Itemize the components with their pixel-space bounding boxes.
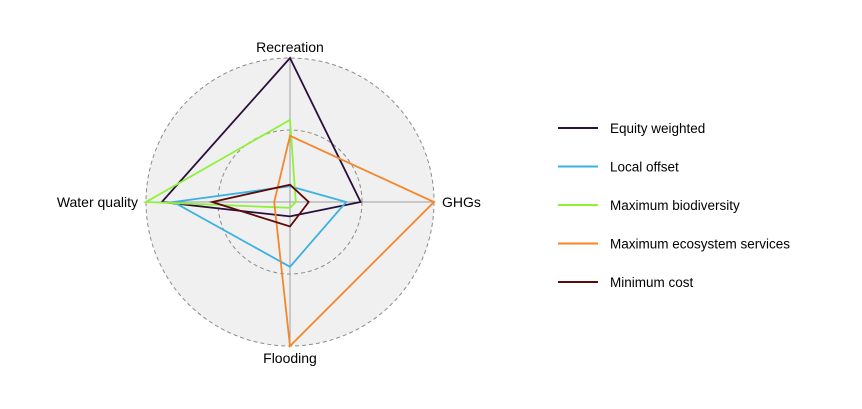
legend-label-maximum-ecosystem-services: Maximum ecosystem services	[610, 237, 790, 252]
series-equity-weighted	[159, 56, 362, 218]
radar-grid	[145, 57, 435, 347]
axis-label-flooding: Flooding	[263, 350, 317, 366]
series-maximum-ecosystem-services	[273, 134, 436, 348]
axis-label-ghgs: GHGs	[442, 194, 481, 210]
legend-label-equity-weighted: Equity weighted	[610, 121, 705, 136]
legend-label-minimum-cost: Minimum cost	[610, 275, 694, 290]
axis-label-recreation: Recreation	[256, 39, 324, 55]
series-local-offset	[170, 185, 348, 268]
legend-label-maximum-biodiversity: Maximum biodiversity	[610, 198, 740, 213]
legend-label-local-offset: Local offset	[610, 160, 679, 175]
legend: Equity weighted Local offset Maximum biodi…	[558, 121, 790, 290]
axis-label-water-quality: Water quality	[57, 194, 138, 210]
series-maximum-biodiversity	[142, 118, 297, 209]
axis-labels: Recreation GHGs Flooding Water quality	[57, 39, 481, 366]
radar-series	[142, 56, 436, 348]
series-minimum-cost	[208, 183, 310, 228]
